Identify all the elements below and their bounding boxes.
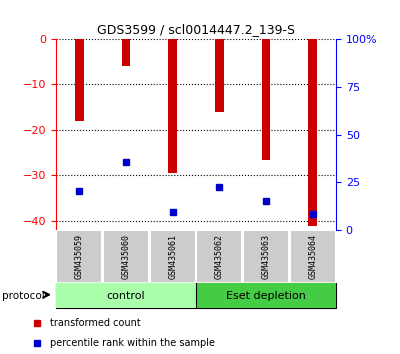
Text: Eset depletion: Eset depletion: [226, 291, 306, 301]
Bar: [196, 283, 336, 308]
Text: GSM435063: GSM435063: [262, 234, 270, 279]
Bar: [56, 283, 196, 308]
Text: protocol: protocol: [2, 291, 45, 301]
Bar: [215, 39, 224, 112]
Title: GDS3599 / scl0014447.2_139-S: GDS3599 / scl0014447.2_139-S: [97, 23, 295, 36]
Text: percentile rank within the sample: percentile rank within the sample: [50, 338, 215, 348]
Bar: [308, 39, 317, 225]
Bar: [122, 39, 130, 66]
Text: GSM435059: GSM435059: [75, 234, 84, 279]
Text: GSM435060: GSM435060: [122, 234, 130, 279]
Bar: [262, 39, 270, 160]
Bar: [196, 230, 242, 283]
Text: GSM435062: GSM435062: [215, 234, 224, 279]
Bar: [243, 230, 289, 283]
Bar: [56, 230, 102, 283]
Bar: [290, 230, 336, 283]
Bar: [150, 230, 196, 283]
Text: GSM435064: GSM435064: [308, 234, 317, 279]
Bar: [103, 230, 149, 283]
Text: GSM435061: GSM435061: [168, 234, 177, 279]
Bar: [75, 39, 84, 121]
Bar: [168, 39, 177, 173]
Text: transformed count: transformed count: [50, 318, 140, 329]
Text: control: control: [107, 291, 145, 301]
